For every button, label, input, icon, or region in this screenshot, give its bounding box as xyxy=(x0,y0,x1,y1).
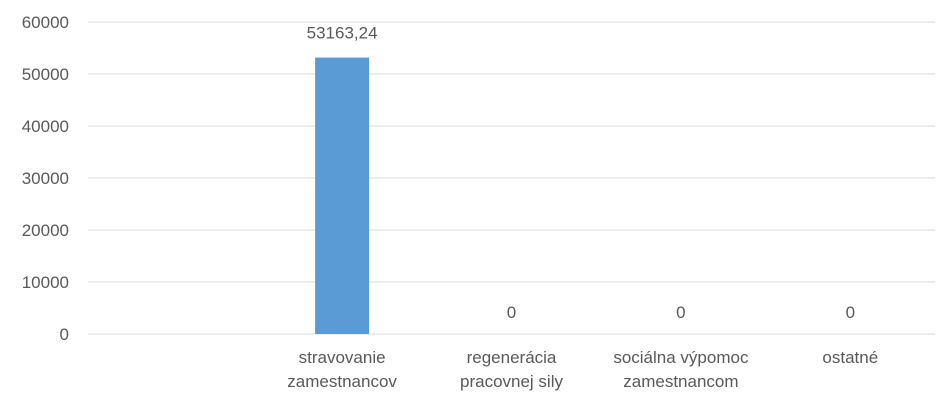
y-axis-tick-labels: 0 10000 20000 30000 40000 50000 60000 xyxy=(22,13,69,344)
x-category-label: ostatné xyxy=(822,348,878,367)
data-labels: 53163,24 0 0 0 xyxy=(307,24,855,322)
data-label: 53163,24 xyxy=(307,24,378,43)
x-category-label: sociálna výpomoc zamestnancom xyxy=(613,348,749,391)
data-label: 0 xyxy=(846,303,855,322)
y-tick-label: 40000 xyxy=(22,117,69,136)
y-tick-label: 10000 xyxy=(22,273,69,292)
y-tick-label: 30000 xyxy=(22,169,69,188)
x-category-label: stravovanie zamestnancov xyxy=(287,348,397,391)
y-tick-label: 20000 xyxy=(22,221,69,240)
y-tick-label: 50000 xyxy=(22,65,69,84)
bars xyxy=(315,57,370,335)
y-tick-label: 0 xyxy=(60,325,69,344)
x-axis-category-labels: stravovanie zamestnancov regenerácia pracov… xyxy=(287,348,878,391)
y-tick-label: 60000 xyxy=(22,13,69,32)
data-label: 0 xyxy=(676,303,685,322)
bar xyxy=(315,57,370,335)
gridlines xyxy=(88,21,935,335)
data-label: 0 xyxy=(507,303,516,322)
x-category-label: regenerácia pracovnej sily xyxy=(460,348,563,391)
